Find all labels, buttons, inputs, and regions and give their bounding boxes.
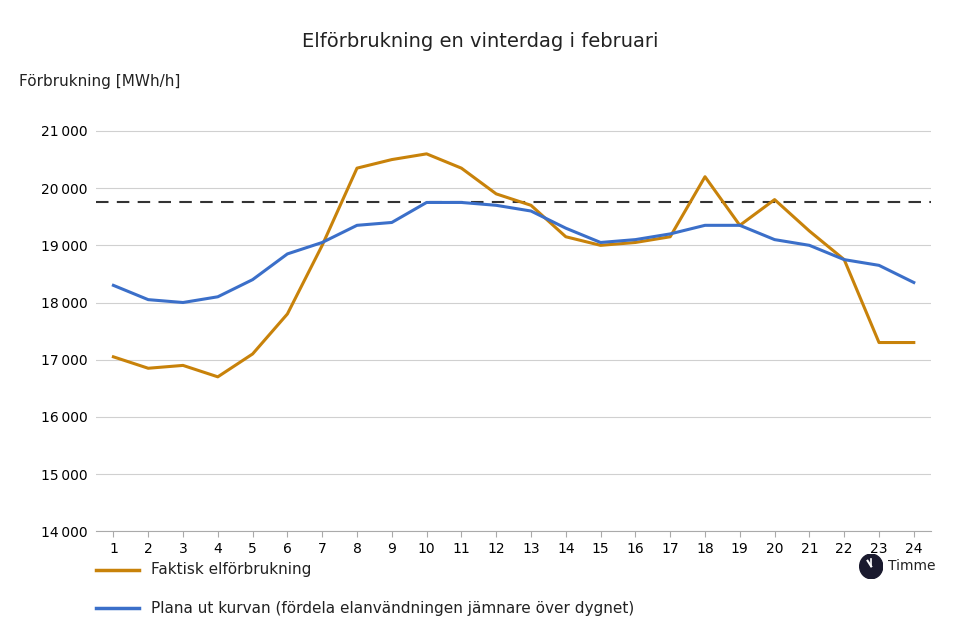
Circle shape bbox=[860, 554, 883, 579]
Text: Elförbrukning en vinterdag i februari: Elförbrukning en vinterdag i februari bbox=[301, 32, 659, 51]
Text: Faktisk elförbrukning: Faktisk elförbrukning bbox=[151, 562, 311, 577]
Text: Timme: Timme bbox=[889, 559, 936, 573]
Text: Plana ut kurvan (fördela elanvändningen jämnare över dygnet): Plana ut kurvan (fördela elanvändningen … bbox=[151, 600, 634, 616]
Text: Förbrukning [MWh/h]: Förbrukning [MWh/h] bbox=[19, 74, 180, 88]
